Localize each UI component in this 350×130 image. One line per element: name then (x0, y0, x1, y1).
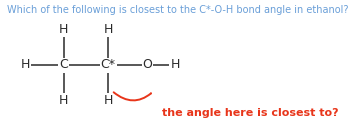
Text: H: H (59, 94, 68, 107)
Text: C: C (59, 58, 68, 72)
Text: O: O (142, 58, 153, 72)
Text: H: H (104, 94, 113, 107)
Text: C*: C* (100, 58, 116, 72)
Text: Which of the following is closest to the C*-O-H bond angle in ethanol?: Which of the following is closest to the… (7, 5, 349, 15)
Text: the angle here is closest to?: the angle here is closest to? (162, 108, 339, 118)
FancyArrowPatch shape (114, 92, 151, 100)
Text: H: H (21, 58, 30, 72)
Text: H: H (170, 58, 180, 72)
Text: H: H (59, 23, 68, 36)
Text: H: H (104, 23, 113, 36)
